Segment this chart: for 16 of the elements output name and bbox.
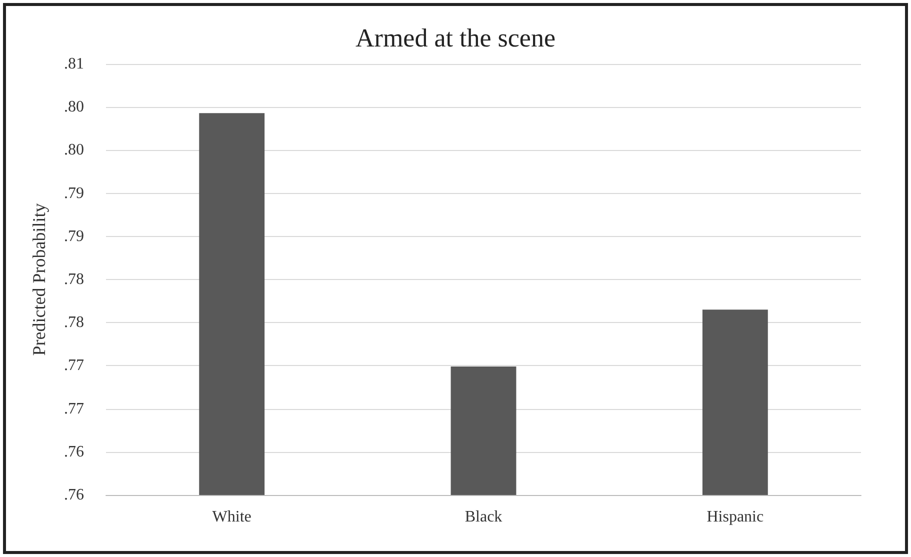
y-tick-label: .80 (64, 142, 84, 159)
y-tick-label: .78 (64, 271, 84, 288)
x-tick-label: Hispanic (706, 508, 764, 526)
y-tick-label: .76 (64, 443, 84, 460)
y-tick-label: .79 (64, 184, 84, 202)
y-tick-label: .78 (64, 314, 84, 332)
y-tick-label: .80 (64, 98, 84, 116)
y-tick-label: .81 (64, 56, 84, 72)
y-tick-label: .79 (64, 228, 84, 245)
y-tick-label: .77 (64, 400, 84, 418)
y-tick-label: .77 (64, 357, 84, 374)
x-tick-label: Black (464, 508, 502, 526)
chart-title: Armed at the scene (356, 24, 556, 52)
y-axis-title: Predicted Probability (29, 203, 49, 356)
y-tick-label: .76 (64, 486, 84, 504)
x-tick-label: White (212, 508, 252, 526)
